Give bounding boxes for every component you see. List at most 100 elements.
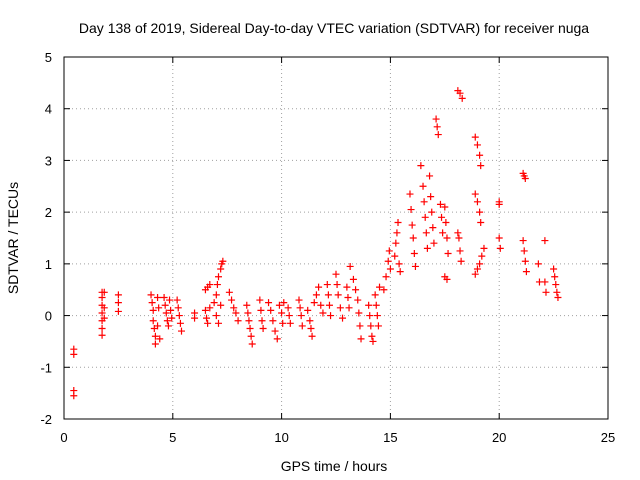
data-point	[295, 296, 303, 304]
data-point	[520, 247, 528, 255]
data-point	[332, 270, 340, 278]
data-point	[154, 293, 162, 301]
data-point	[245, 317, 253, 325]
data-point	[306, 317, 314, 325]
data-point	[477, 218, 485, 226]
data-point	[542, 288, 550, 296]
data-point	[382, 273, 390, 281]
data-point	[166, 296, 174, 304]
data-point	[456, 89, 464, 97]
data-point	[296, 304, 304, 312]
data-point	[247, 332, 255, 340]
data-point	[417, 162, 425, 170]
data-point	[191, 314, 199, 322]
data-point	[161, 301, 169, 309]
data-point	[471, 190, 479, 198]
data-point	[456, 247, 464, 255]
data-point	[476, 260, 484, 268]
data-point	[471, 133, 479, 141]
data-point	[214, 319, 222, 327]
data-point	[210, 299, 218, 307]
data-point	[339, 314, 347, 322]
data-point	[273, 335, 281, 343]
data-point	[310, 299, 318, 307]
y-axis-label: SDTVAR / TECUs	[5, 182, 21, 294]
data-point	[98, 309, 106, 317]
data-point	[259, 325, 267, 332]
grid-lines	[64, 57, 608, 419]
data-point	[495, 200, 503, 208]
data-point	[366, 312, 374, 320]
data-point	[230, 304, 238, 312]
data-point	[344, 293, 352, 301]
data-point	[454, 229, 462, 237]
data-point	[391, 252, 399, 260]
x-tick-label: 10	[274, 430, 288, 445]
data-point	[367, 322, 375, 330]
data-point	[477, 162, 485, 170]
data-point	[204, 319, 212, 327]
data-point	[325, 301, 333, 309]
x-axis-label: GPS time / hours	[281, 458, 388, 474]
data-point	[319, 309, 327, 317]
y-tick-label: 5	[45, 50, 52, 65]
x-tick-label: 20	[492, 430, 506, 445]
data-point	[206, 281, 214, 289]
data-point	[312, 291, 320, 299]
data-point	[154, 322, 162, 330]
chart-title: Day 138 of 2019, Sidereal Day-to-day VTE…	[79, 20, 589, 36]
data-point	[70, 350, 78, 358]
data-point	[228, 296, 236, 304]
data-point	[444, 250, 452, 258]
data-point	[148, 299, 156, 307]
data-point	[286, 319, 294, 327]
data-point	[422, 229, 430, 237]
data-point	[298, 322, 306, 330]
plot-area-border	[63, 56, 609, 420]
data-point	[244, 309, 252, 317]
data-point	[151, 340, 159, 348]
data-point	[333, 281, 341, 289]
data-point	[434, 131, 442, 139]
data-point	[149, 306, 157, 314]
data-point	[243, 301, 251, 309]
data-point	[212, 291, 220, 299]
data-point	[443, 234, 451, 242]
data-point	[371, 291, 379, 299]
data-point	[147, 291, 155, 299]
data-point	[178, 327, 186, 335]
data-point	[114, 291, 122, 299]
data-point	[473, 198, 481, 206]
data-point	[100, 304, 108, 312]
data-point	[280, 299, 288, 307]
data-point	[307, 325, 315, 332]
data-point	[476, 151, 484, 159]
data-point	[234, 317, 242, 325]
data-point	[355, 309, 363, 317]
data-point	[217, 265, 225, 273]
data-point	[100, 288, 108, 296]
data-point	[384, 257, 392, 265]
data-point	[373, 312, 381, 320]
x-tick-label: 5	[169, 430, 176, 445]
y-tick-label: 3	[45, 153, 52, 168]
data-point	[553, 288, 561, 296]
data-point	[267, 306, 275, 314]
data-point	[173, 296, 181, 304]
data-point	[407, 206, 415, 214]
data-point	[396, 268, 404, 276]
data-point	[409, 234, 417, 242]
data-point	[438, 213, 446, 221]
y-tick-label: 2	[45, 205, 52, 220]
data-point	[308, 332, 316, 340]
data-point	[430, 239, 438, 247]
data-point	[114, 307, 122, 315]
data-point	[429, 224, 437, 232]
data-point	[420, 198, 428, 206]
data-point	[269, 317, 277, 325]
y-axis-ticks: -2 -1 0 1 2 3 4 5	[40, 50, 608, 427]
data-point	[406, 190, 414, 198]
data-point	[554, 293, 562, 301]
data-point	[256, 296, 264, 304]
